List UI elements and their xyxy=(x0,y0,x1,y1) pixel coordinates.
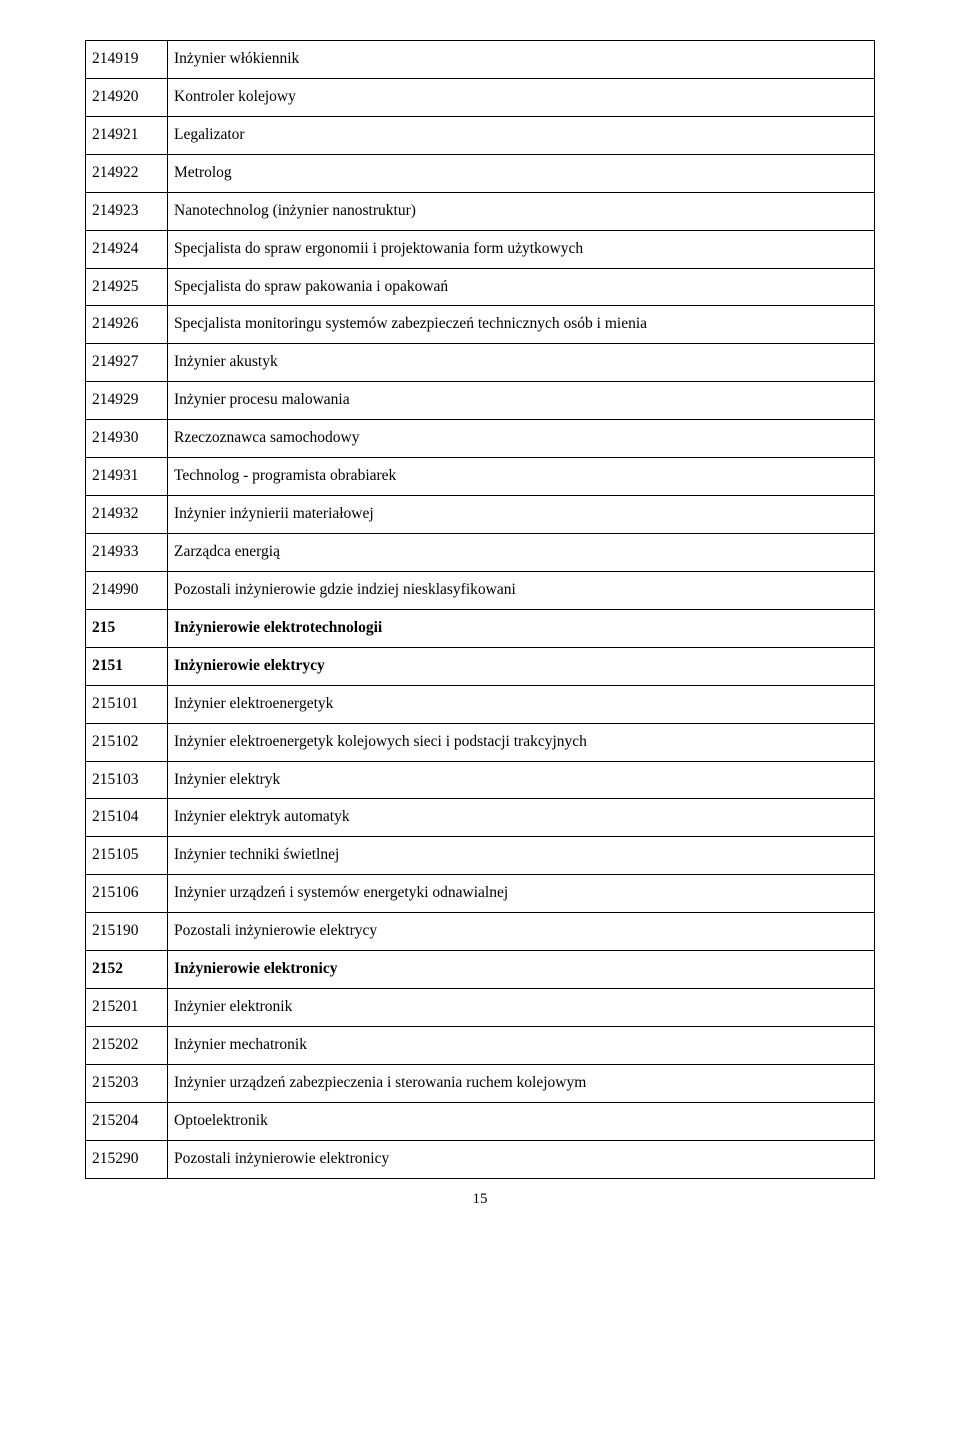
code-cell: 215104 xyxy=(86,799,168,837)
label-cell: Pozostali inżynierowie elektrycy xyxy=(168,913,875,951)
code-cell: 215204 xyxy=(86,1102,168,1140)
classification-table: 214919Inżynier włókiennik214920Kontroler… xyxy=(85,40,875,1179)
code-cell: 214920 xyxy=(86,78,168,116)
code-cell: 214921 xyxy=(86,116,168,154)
label-cell: Inżynier elektryk automatyk xyxy=(168,799,875,837)
label-cell: Specjalista do spraw pakowania i opakowa… xyxy=(168,268,875,306)
table-row: 2151Inżynierowie elektrycy xyxy=(86,647,875,685)
table-row: 214920Kontroler kolejowy xyxy=(86,78,875,116)
code-cell: 214924 xyxy=(86,230,168,268)
code-cell: 215 xyxy=(86,609,168,647)
code-cell: 215290 xyxy=(86,1140,168,1178)
table-row: 214926Specjalista monitoringu systemów z… xyxy=(86,306,875,344)
code-cell: 214927 xyxy=(86,344,168,382)
table-row: 215103Inżynier elektryk xyxy=(86,761,875,799)
label-cell: Inżynier urządzeń i systemów energetyki … xyxy=(168,875,875,913)
table-row: 2152Inżynierowie elektronicy xyxy=(86,951,875,989)
table-row: 214929Inżynier procesu malowania xyxy=(86,382,875,420)
label-cell: Pozostali inżynierowie elektronicy xyxy=(168,1140,875,1178)
label-cell: Inżynier akustyk xyxy=(168,344,875,382)
label-cell: Inżynier włókiennik xyxy=(168,41,875,79)
label-cell: Inżynier elektronik xyxy=(168,989,875,1027)
label-cell: Inżynierowie elektrotechnologii xyxy=(168,609,875,647)
label-cell: Inżynierowie elektrycy xyxy=(168,647,875,685)
label-cell: Zarządca energią xyxy=(168,533,875,571)
code-cell: 215190 xyxy=(86,913,168,951)
code-cell: 214925 xyxy=(86,268,168,306)
label-cell: Inżynier elektroenergetyk kolejowych sie… xyxy=(168,723,875,761)
label-cell: Technolog - programista obrabiarek xyxy=(168,458,875,496)
label-cell: Pozostali inżynierowie gdzie indziej nie… xyxy=(168,571,875,609)
table-row: 214922Metrolog xyxy=(86,154,875,192)
code-cell: 215102 xyxy=(86,723,168,761)
label-cell: Inżynier procesu malowania xyxy=(168,382,875,420)
table-row: 214931Technolog - programista obrabiarek xyxy=(86,458,875,496)
code-cell: 214990 xyxy=(86,571,168,609)
code-cell: 214926 xyxy=(86,306,168,344)
table-row: 214933Zarządca energią xyxy=(86,533,875,571)
table-row: 214925Specjalista do spraw pakowania i o… xyxy=(86,268,875,306)
code-cell: 215103 xyxy=(86,761,168,799)
code-cell: 2152 xyxy=(86,951,168,989)
table-row: 214923Nanotechnolog (inżynier nanostrukt… xyxy=(86,192,875,230)
code-cell: 214930 xyxy=(86,420,168,458)
label-cell: Inżynier urządzeń zabezpieczenia i stero… xyxy=(168,1064,875,1102)
code-cell: 214923 xyxy=(86,192,168,230)
table-row: 215104Inżynier elektryk automatyk xyxy=(86,799,875,837)
code-cell: 214931 xyxy=(86,458,168,496)
label-cell: Kontroler kolejowy xyxy=(168,78,875,116)
table-row: 214924Specjalista do spraw ergonomii i p… xyxy=(86,230,875,268)
code-cell: 2151 xyxy=(86,647,168,685)
table-row: 215204Optoelektronik xyxy=(86,1102,875,1140)
code-cell: 215106 xyxy=(86,875,168,913)
code-cell: 214932 xyxy=(86,496,168,534)
table-row: 215202Inżynier mechatronik xyxy=(86,1026,875,1064)
code-cell: 215105 xyxy=(86,837,168,875)
code-cell: 215101 xyxy=(86,685,168,723)
table-row: 215101Inżynier elektroenergetyk xyxy=(86,685,875,723)
code-cell: 215201 xyxy=(86,989,168,1027)
table-row: 215290Pozostali inżynierowie elektronicy xyxy=(86,1140,875,1178)
label-cell: Optoelektronik xyxy=(168,1102,875,1140)
label-cell: Rzeczoznawca samochodowy xyxy=(168,420,875,458)
label-cell: Inżynierowie elektronicy xyxy=(168,951,875,989)
code-cell: 214922 xyxy=(86,154,168,192)
table-row: 215Inżynierowie elektrotechnologii xyxy=(86,609,875,647)
page-number: 15 xyxy=(85,1191,875,1208)
table-row: 215190Pozostali inżynierowie elektrycy xyxy=(86,913,875,951)
table-row: 215201Inżynier elektronik xyxy=(86,989,875,1027)
label-cell: Inżynier techniki świetlnej xyxy=(168,837,875,875)
label-cell: Inżynier mechatronik xyxy=(168,1026,875,1064)
document-page: 214919Inżynier włókiennik214920Kontroler… xyxy=(0,0,960,1238)
code-cell: 215203 xyxy=(86,1064,168,1102)
label-cell: Nanotechnolog (inżynier nanostruktur) xyxy=(168,192,875,230)
label-cell: Legalizator xyxy=(168,116,875,154)
table-row: 214927Inżynier akustyk xyxy=(86,344,875,382)
code-cell: 214929 xyxy=(86,382,168,420)
code-cell: 215202 xyxy=(86,1026,168,1064)
table-row: 214921Legalizator xyxy=(86,116,875,154)
table-row: 214990Pozostali inżynierowie gdzie indzi… xyxy=(86,571,875,609)
label-cell: Inżynier elektryk xyxy=(168,761,875,799)
table-row: 214930Rzeczoznawca samochodowy xyxy=(86,420,875,458)
code-cell: 214919 xyxy=(86,41,168,79)
code-cell: 214933 xyxy=(86,533,168,571)
table-row: 214919Inżynier włókiennik xyxy=(86,41,875,79)
label-cell: Inżynier inżynierii materiałowej xyxy=(168,496,875,534)
table-row: 214932Inżynier inżynierii materiałowej xyxy=(86,496,875,534)
label-cell: Inżynier elektroenergetyk xyxy=(168,685,875,723)
table-row: 215105Inżynier techniki świetlnej xyxy=(86,837,875,875)
table-body: 214919Inżynier włókiennik214920Kontroler… xyxy=(86,41,875,1179)
table-row: 215102Inżynier elektroenergetyk kolejowy… xyxy=(86,723,875,761)
label-cell: Specjalista monitoringu systemów zabezpi… xyxy=(168,306,875,344)
table-row: 215106Inżynier urządzeń i systemów energ… xyxy=(86,875,875,913)
table-row: 215203Inżynier urządzeń zabezpieczenia i… xyxy=(86,1064,875,1102)
label-cell: Metrolog xyxy=(168,154,875,192)
label-cell: Specjalista do spraw ergonomii i projekt… xyxy=(168,230,875,268)
